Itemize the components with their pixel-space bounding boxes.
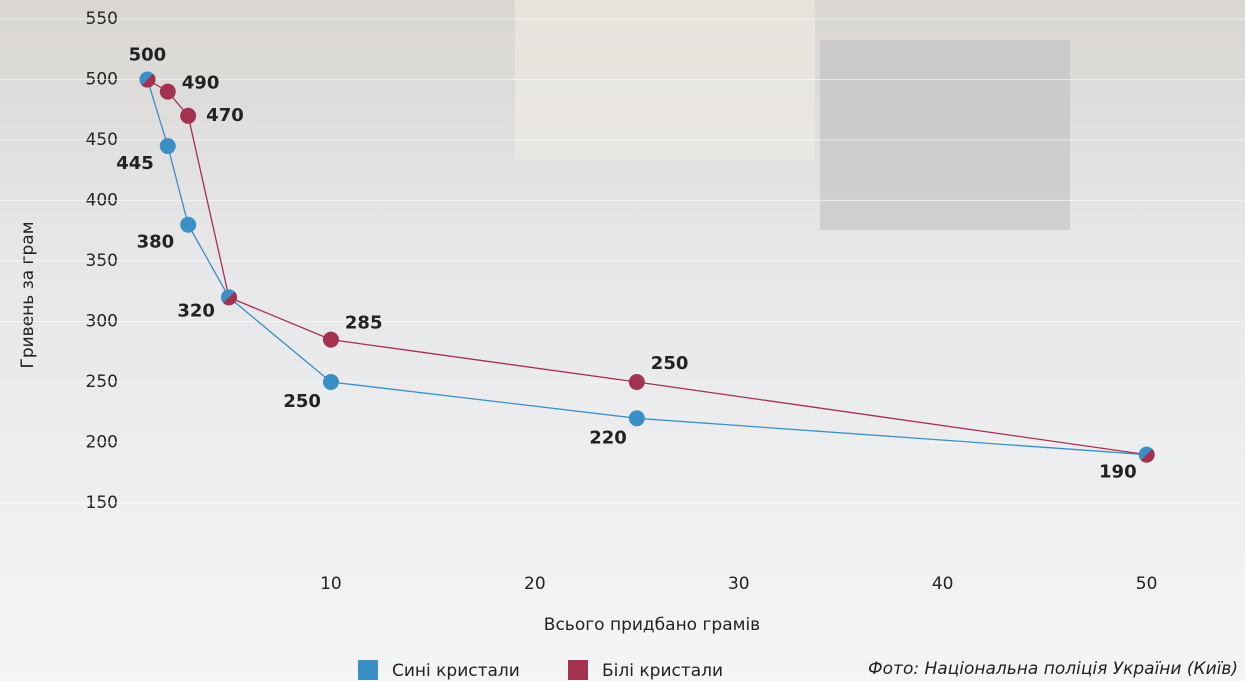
legend-label: Білі кристали — [602, 661, 723, 681]
point-half — [1140, 448, 1155, 463]
point-half — [141, 73, 156, 88]
data-label: 380 — [137, 232, 175, 253]
x-tick-label: 50 — [1136, 574, 1158, 594]
y-axis-label: Гривень за грам — [18, 221, 38, 368]
point — [159, 138, 176, 155]
x-tick-label: 40 — [932, 574, 954, 594]
legend-swatch — [358, 660, 378, 680]
data-label: 470 — [206, 105, 244, 126]
point-half — [223, 291, 238, 306]
x-axis-label: Всього придбано грамів — [544, 615, 760, 635]
point — [159, 83, 176, 100]
photo-credit: Фото: Національна поліція України (Київ) — [868, 659, 1238, 679]
point — [180, 107, 197, 124]
data-label: 445 — [116, 153, 154, 174]
point — [322, 331, 339, 348]
x-tick-label: 10 — [320, 574, 342, 594]
x-tick-label: 30 — [728, 574, 750, 594]
legend-label: Сині кристали — [392, 661, 520, 681]
data-label: 500 — [129, 45, 167, 66]
data-label: 490 — [182, 73, 220, 94]
data-label: 250 — [283, 391, 321, 412]
data-label: 320 — [177, 300, 215, 321]
point — [180, 216, 197, 233]
data-label: 285 — [345, 313, 383, 334]
data-label: 250 — [651, 353, 689, 374]
data-label: 220 — [589, 427, 627, 448]
legend-swatch — [568, 660, 588, 680]
photo-box — [820, 40, 1070, 230]
x-tick-label: 20 — [524, 574, 546, 594]
data-label: 190 — [1099, 462, 1137, 483]
point — [628, 410, 645, 427]
point — [628, 374, 645, 390]
point — [322, 374, 339, 390]
